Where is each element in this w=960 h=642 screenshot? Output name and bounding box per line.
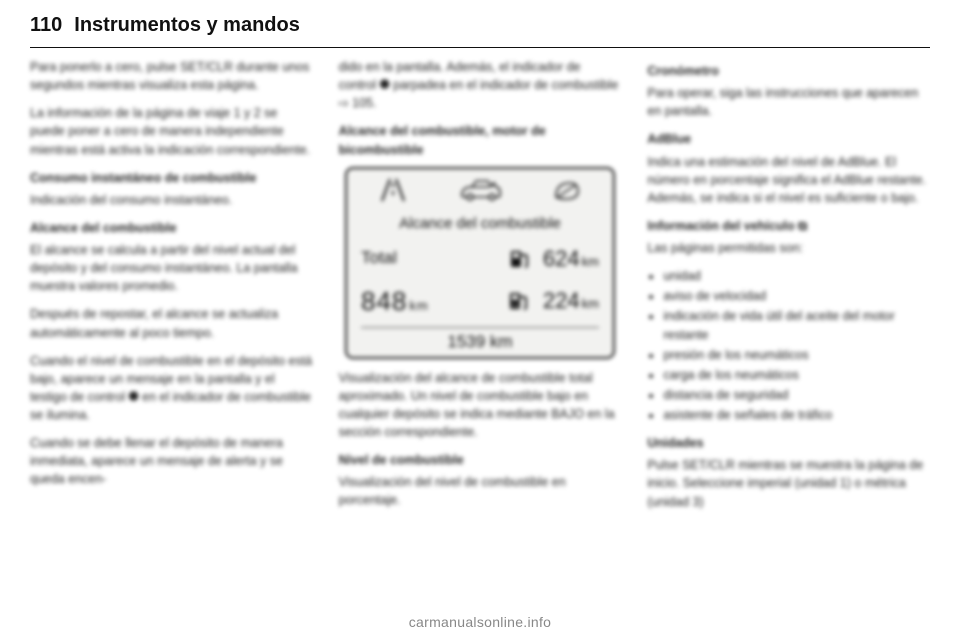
list-item: presión de los neumáticos [663, 346, 930, 364]
paragraph: Visualización del nivel de combustible e… [339, 473, 622, 509]
subheading: Alcance del combustible [30, 219, 313, 237]
paragraph: Para ponerlo a cero, pulse SET/CLR duran… [30, 58, 313, 94]
lcd-row-total: Total 624km [361, 243, 599, 275]
lcd-lpg-value: 224km [541, 285, 599, 317]
paragraph: Indica una estimación del nivel de AdBlu… [647, 153, 930, 207]
paragraph: Las páginas permitidas son: [647, 239, 930, 257]
list-item: asistente de señales de tráfico [663, 406, 930, 424]
lpg-pump-icon: LPG [507, 289, 531, 313]
section-title: Instrumentos y mandos [74, 14, 300, 37]
car-icon [458, 177, 502, 203]
lcd-unit: km [582, 296, 599, 311]
column-1: Para ponerlo a cero, pulse SET/CLR duran… [30, 58, 313, 592]
lcd-odometer: 1539 km [361, 327, 599, 357]
lcd-unit: km [582, 254, 599, 269]
subheading: Consumo instantáneo de combustible [30, 169, 313, 187]
lcd-right-number: 624 [543, 246, 580, 271]
subheading: Nivel de combustible [339, 451, 622, 469]
list-item: indicación de vida útil del aceite del m… [663, 307, 930, 343]
list-item: aviso de velocidad [663, 287, 930, 305]
paragraph: Indicación del consumo instantáneo. [30, 191, 313, 209]
column-2: dido en la pantalla. Además, el indicado… [339, 58, 622, 592]
paragraph: Visualización del alcance de combustible… [339, 369, 622, 442]
lcd-top-icons [347, 169, 613, 211]
body-columns: Para ponerlo a cero, pulse SET/CLR duran… [30, 58, 930, 592]
lcd-right-value: 624km [542, 243, 599, 275]
paragraph: Cuando el nivel de combustible en el dep… [30, 352, 313, 425]
list-item: carga de los neumáticos [663, 366, 930, 384]
page: 110 Instrumentos y mandos Para ponerlo a… [0, 0, 960, 642]
paragraph: Pulse SET/CLR mientras se muestra la pág… [647, 456, 930, 510]
bullet-list: unidad aviso de velocidad indicación de … [663, 267, 930, 424]
page-header: 110 Instrumentos y mandos [30, 14, 930, 48]
lpg-label: LPG [511, 303, 519, 308]
footer-url: carmanualsonline.info [0, 614, 960, 630]
paragraph: La información de la página de viaje 1 y… [30, 104, 313, 158]
paragraph: Después de repostar, el alcance se actua… [30, 305, 313, 341]
lane-icon [378, 177, 408, 203]
page-number: 110 [30, 14, 62, 37]
lcd-left-value: 848km [361, 283, 429, 321]
list-item: distancia de seguridad [663, 386, 930, 404]
paragraph: El alcance se calcula a partir del nivel… [30, 241, 313, 295]
lcd-unit: km [409, 298, 428, 313]
lcd-left-number: 848 [361, 286, 407, 316]
subheading: Información del vehículo ⧉ [647, 217, 930, 235]
lcd-rows: Total 624km [347, 240, 613, 326]
fuel-pump-icon [508, 247, 532, 271]
list-item: unidad [663, 267, 930, 285]
subheading: Cronómetro [647, 62, 930, 80]
paragraph: dido en la pantalla. Además, el indicado… [339, 58, 622, 112]
paragraph: Cuando se debe llenar el depósito de man… [30, 434, 313, 488]
subheading: AdBlue [647, 130, 930, 148]
subheading: Unidades [647, 434, 930, 452]
lcd-lpg-number: 224 [543, 288, 580, 313]
subheading: Alcance del combustible, motor de bicomb… [339, 122, 622, 158]
leaf-icon [552, 177, 582, 203]
lcd-title: Alcance del combustible [347, 211, 613, 241]
paragraph: Para operar, siga las instrucciones que … [647, 84, 930, 120]
dashboard-lcd-figure: Alcance del combustible Total [345, 167, 615, 359]
column-3: Cronómetro Para operar, siga las instruc… [647, 58, 930, 592]
lcd-row-lpg: 848km LPG [361, 283, 599, 321]
lcd-total-label: Total [361, 246, 431, 271]
